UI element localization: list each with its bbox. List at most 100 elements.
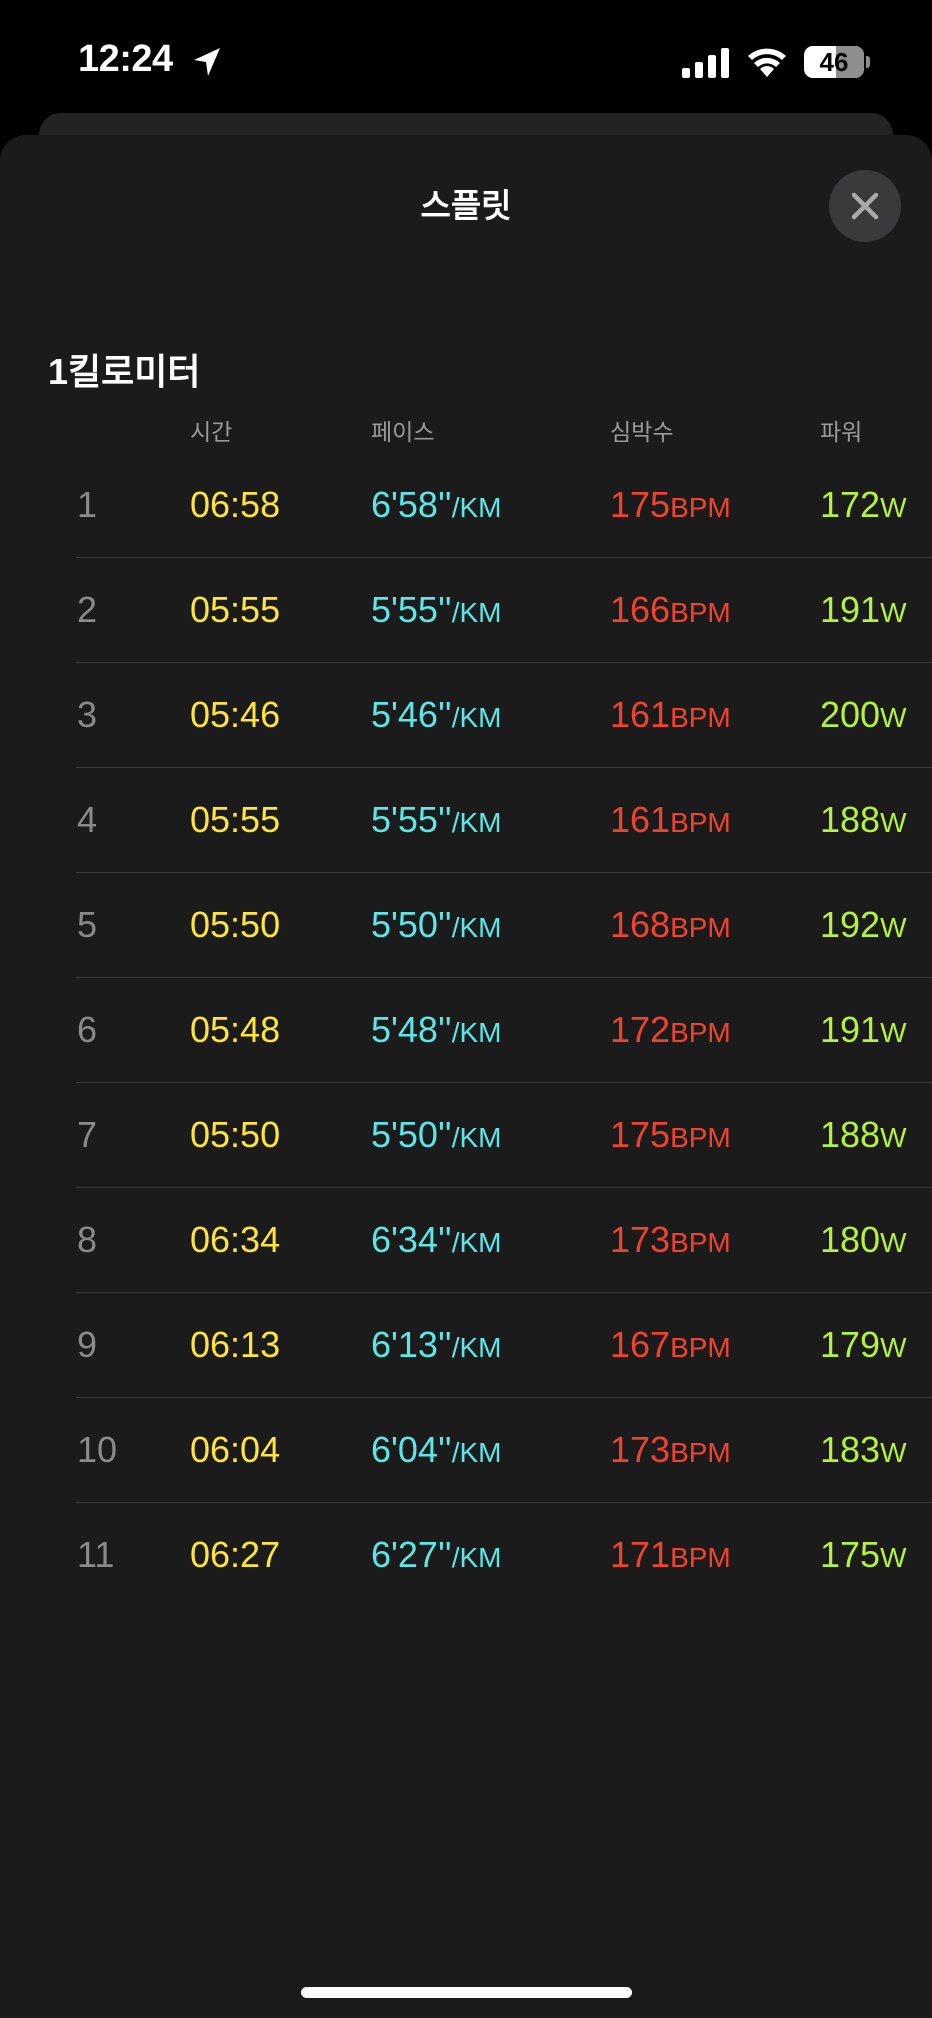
- row-divider: [76, 1082, 932, 1083]
- heart-rate-value: 175: [610, 484, 671, 525]
- split-time: 05:46: [190, 694, 281, 735]
- pace-value: 6'27'': [371, 1534, 452, 1575]
- pace-value: 5'55'': [371, 799, 452, 840]
- pace-value: 6'34'': [371, 1219, 452, 1260]
- heart-rate-unit: BPM: [670, 492, 731, 523]
- heart-rate-unit: BPM: [670, 1437, 731, 1468]
- table-row: 5 05:50 5'50''/KM 168BPM 192W: [0, 873, 932, 978]
- heart-rate-unit: BPM: [670, 1332, 731, 1363]
- power-unit: W: [880, 702, 907, 733]
- power-unit: W: [880, 492, 907, 523]
- table-row: 3 05:46 5'46''/KM 161BPM 200W: [0, 663, 932, 768]
- split-heart-rate: 168BPM: [610, 903, 731, 950]
- split-pace: 5'55''/KM: [371, 588, 501, 635]
- section-title: 1킬로미터: [48, 351, 201, 392]
- row-divider: [76, 872, 932, 873]
- split-heart-rate: 173BPM: [610, 1218, 731, 1265]
- power-value: 200: [820, 694, 881, 735]
- power-unit: W: [880, 1017, 907, 1048]
- close-button[interactable]: [829, 170, 901, 242]
- pace-unit: /KM: [451, 1122, 502, 1153]
- split-power: 188W: [820, 798, 907, 845]
- splits-sheet: 스플릿 1킬로미터 시간 페이스 심박수 파워 1 06:58 6'58''/KM 1…: [0, 135, 932, 2018]
- power-unit: W: [880, 807, 907, 838]
- pace-unit: /KM: [451, 807, 502, 838]
- power-value: 191: [820, 589, 881, 630]
- split-heart-rate: 161BPM: [610, 798, 731, 845]
- split-number: 6: [77, 1009, 98, 1050]
- heart-rate-unit: BPM: [670, 912, 731, 943]
- battery-icon: 46: [804, 46, 864, 78]
- heart-rate-value: 161: [610, 799, 671, 840]
- split-time: 05:50: [190, 1114, 281, 1155]
- power-unit: W: [880, 597, 907, 628]
- row-divider: [76, 1187, 932, 1188]
- heart-rate-unit: BPM: [670, 1227, 731, 1258]
- pace-unit: /KM: [451, 1542, 502, 1573]
- splits-table: 1 06:58 6'58''/KM 175BPM 172W 2 05:55 5'55''/KM…: [0, 453, 932, 1608]
- split-power: 175W: [820, 1533, 907, 1580]
- table-row: 11 06:27 6'27''/KM 171BPM 175W: [0, 1503, 932, 1608]
- pace-unit: /KM: [451, 912, 502, 943]
- split-number: 10: [77, 1429, 118, 1470]
- split-number: 8: [77, 1219, 98, 1260]
- split-number: 5: [77, 904, 98, 945]
- heart-rate-unit: BPM: [670, 807, 731, 838]
- pace-unit: /KM: [451, 1437, 502, 1468]
- split-pace: 5'48''/KM: [371, 1008, 501, 1055]
- pace-unit: /KM: [451, 702, 502, 733]
- split-power: 180W: [820, 1218, 907, 1265]
- table-row: 6 05:48 5'48''/KM 172BPM 191W: [0, 978, 932, 1083]
- table-row: 8 06:34 6'34''/KM 173BPM 180W: [0, 1188, 932, 1293]
- power-value: 188: [820, 799, 881, 840]
- row-divider: [76, 977, 932, 978]
- sheet-title: 스플릿: [420, 187, 512, 224]
- split-time: 05:50: [190, 904, 281, 945]
- split-number: 4: [77, 799, 98, 840]
- battery-level: 46: [819, 47, 849, 77]
- split-pace: 6'13''/KM: [371, 1323, 501, 1370]
- pace-unit: /KM: [451, 492, 502, 523]
- heart-rate-unit: BPM: [670, 1122, 731, 1153]
- split-number: 2: [77, 589, 98, 630]
- column-header-heart-rate: 심박수: [610, 419, 674, 445]
- pace-value: 5'46'': [371, 694, 452, 735]
- split-heart-rate: 167BPM: [610, 1323, 731, 1370]
- heart-rate-value: 173: [610, 1429, 671, 1470]
- split-power: 191W: [820, 588, 907, 635]
- pace-value: 6'13'': [371, 1324, 452, 1365]
- row-divider: [76, 767, 932, 768]
- status-bar: 12:24 46: [0, 0, 932, 110]
- pace-unit: /KM: [451, 1332, 502, 1363]
- home-indicator[interactable]: [301, 1987, 632, 1998]
- heart-rate-unit: BPM: [670, 1542, 731, 1573]
- split-time: 05:48: [190, 1009, 281, 1050]
- heart-rate-value: 167: [610, 1324, 671, 1365]
- table-row: 4 05:55 5'55''/KM 161BPM 188W: [0, 768, 932, 873]
- pace-value: 5'55'': [371, 589, 452, 630]
- column-header-time: 시간: [190, 419, 233, 445]
- power-value: 172: [820, 484, 881, 525]
- split-time: 05:55: [190, 799, 281, 840]
- split-power: 183W: [820, 1428, 907, 1475]
- pace-unit: /KM: [451, 1017, 502, 1048]
- split-pace: 6'27''/KM: [371, 1533, 501, 1580]
- heart-rate-value: 175: [610, 1114, 671, 1155]
- heart-rate-unit: BPM: [670, 702, 731, 733]
- split-number: 1: [77, 484, 98, 525]
- split-pace: 5'50''/KM: [371, 1113, 501, 1160]
- pace-unit: /KM: [451, 1227, 502, 1258]
- split-power: 172W: [820, 483, 907, 530]
- column-header-power: 파워: [820, 419, 863, 445]
- table-row: 10 06:04 6'04''/KM 173BPM 183W: [0, 1398, 932, 1503]
- pace-value: 6'04'': [371, 1429, 452, 1470]
- wifi-icon: [748, 48, 786, 77]
- split-pace: 5'46''/KM: [371, 693, 501, 740]
- power-value: 183: [820, 1429, 881, 1470]
- split-time: 06:34: [190, 1219, 281, 1260]
- power-unit: W: [880, 1122, 907, 1153]
- split-number: 9: [77, 1324, 98, 1365]
- power-unit: W: [880, 1227, 907, 1258]
- power-unit: W: [880, 1542, 907, 1573]
- split-heart-rate: 171BPM: [610, 1533, 731, 1580]
